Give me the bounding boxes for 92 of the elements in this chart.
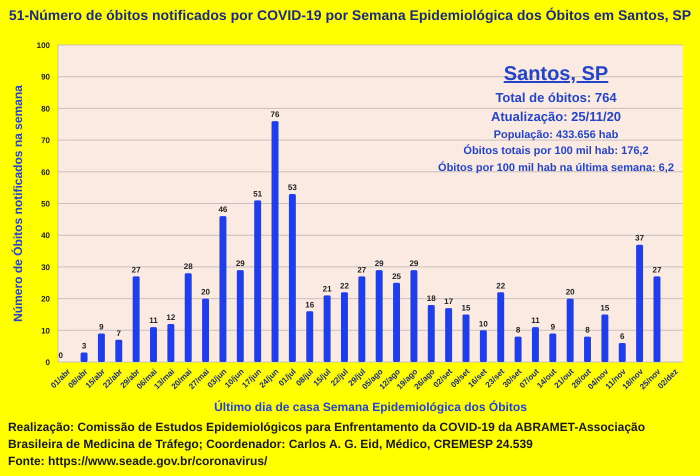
x-axis-title: Último dia de casa Semana Epidemiológica dos Óbitos (214, 400, 528, 414)
data-label: 18 (426, 294, 436, 303)
bar (219, 216, 226, 362)
bar (340, 292, 348, 362)
bar (202, 298, 210, 362)
bar (497, 292, 504, 362)
bar (324, 295, 331, 362)
bar (410, 270, 418, 362)
bar (584, 336, 591, 362)
data-label: 7 (116, 328, 122, 338)
data-label: 53 (288, 182, 298, 192)
bar (428, 304, 435, 362)
data-label: 37 (635, 234, 645, 243)
y-tick-label: 20 (41, 294, 51, 304)
text: Realização: Comissão de Estudos Epidemiológicos para Enfrentamento da COVID-19 da ABRAMET-Associação (8, 420, 646, 434)
y-tick-label: 100 (36, 41, 51, 50)
annotation: População: 433.656 hab (494, 129, 619, 141)
data-label: 29 (236, 259, 246, 268)
data-label: 15 (600, 303, 610, 312)
bar (167, 324, 174, 362)
bar (272, 121, 278, 362)
y-tick-label: 70 (41, 136, 51, 146)
bar (236, 270, 244, 362)
data-label: 28 (184, 262, 194, 272)
data-label: 8 (516, 326, 521, 335)
y-tick-label: 30 (41, 262, 51, 272)
text: Brasileira de Medicina de Tráfego; Coordenador: Carlos A. G. Eid, Médico, CREMESP 24.539 (8, 437, 534, 451)
y-tick-label: 80 (41, 104, 51, 114)
y-tick-label: 0 (46, 358, 51, 367)
data-label: 27 (357, 265, 367, 274)
data-label: 21 (322, 284, 332, 294)
annotation: Total de óbitos: 764 (495, 90, 618, 105)
y-tick-label: 10 (41, 326, 51, 336)
data-label: 9 (550, 322, 556, 332)
bar (358, 276, 366, 362)
bar (445, 308, 452, 362)
data-label: 22 (340, 281, 350, 290)
data-label: 27 (652, 265, 662, 274)
bar (80, 352, 88, 362)
bar (184, 273, 192, 362)
data-label: 27 (132, 265, 142, 274)
data-label: 51 (253, 189, 263, 198)
data-label: 6 (620, 332, 626, 341)
bar (532, 327, 539, 362)
data-label: 29 (409, 259, 419, 268)
y-tick-label: 90 (41, 72, 51, 82)
bar (115, 340, 122, 362)
chart-title: 51-Número de óbitos notificados por COVID-19 por Semana Epidemiológica dos Óbitos em Santos, SP (8, 7, 692, 23)
data-label: 3 (82, 341, 87, 350)
source-note: Fonte: https://www.seade.gov.br/coronavirus/ (8, 454, 268, 468)
data-label: 11 (149, 316, 158, 326)
bar (98, 333, 105, 362)
bar (150, 327, 157, 362)
bar (288, 194, 296, 362)
bar (376, 270, 383, 362)
data-label: 29 (374, 259, 384, 268)
data-label: 11 (531, 316, 540, 326)
data-label: 12 (166, 312, 176, 322)
data-label: 8 (585, 326, 590, 335)
y-axis-title: Número de Óbitos notificados na semana (11, 84, 25, 322)
bar (566, 298, 574, 362)
bar (132, 276, 140, 362)
y-tick-label: 50 (41, 200, 51, 208)
data-label: 16 (305, 300, 315, 310)
bar (306, 311, 314, 362)
data-label: 9 (99, 322, 104, 332)
data-label: 76 (270, 110, 280, 120)
annotation: Óbitos por 100 mil hab na última semana: 6,2 (438, 161, 674, 174)
bar (514, 336, 522, 362)
y-tick-label: 60 (41, 168, 51, 177)
bar (618, 342, 626, 362)
annotation: Atualização: 25/11/20 (490, 109, 622, 124)
data-label: 17 (444, 297, 454, 306)
data-label: 20 (201, 288, 211, 297)
data-label: 46 (218, 205, 228, 214)
y-tick-label: 40 (41, 231, 51, 240)
annotation: Santos, SP (504, 63, 608, 85)
bar (653, 276, 660, 362)
bar (601, 314, 608, 362)
bar (480, 330, 487, 362)
bar (254, 200, 262, 362)
data-label: 20 (566, 288, 576, 297)
data-label: 15 (462, 303, 471, 312)
data-label: 10 (478, 319, 488, 328)
data-label: 25 (392, 272, 402, 281)
bar (549, 333, 556, 362)
bar (462, 314, 470, 362)
bar (393, 282, 400, 362)
data-label: 22 (496, 281, 506, 290)
bar (636, 244, 644, 362)
data-label: 0 (58, 351, 64, 360)
annotation: Óbitos totais por 100 mil hab: 176,2 (463, 144, 649, 157)
